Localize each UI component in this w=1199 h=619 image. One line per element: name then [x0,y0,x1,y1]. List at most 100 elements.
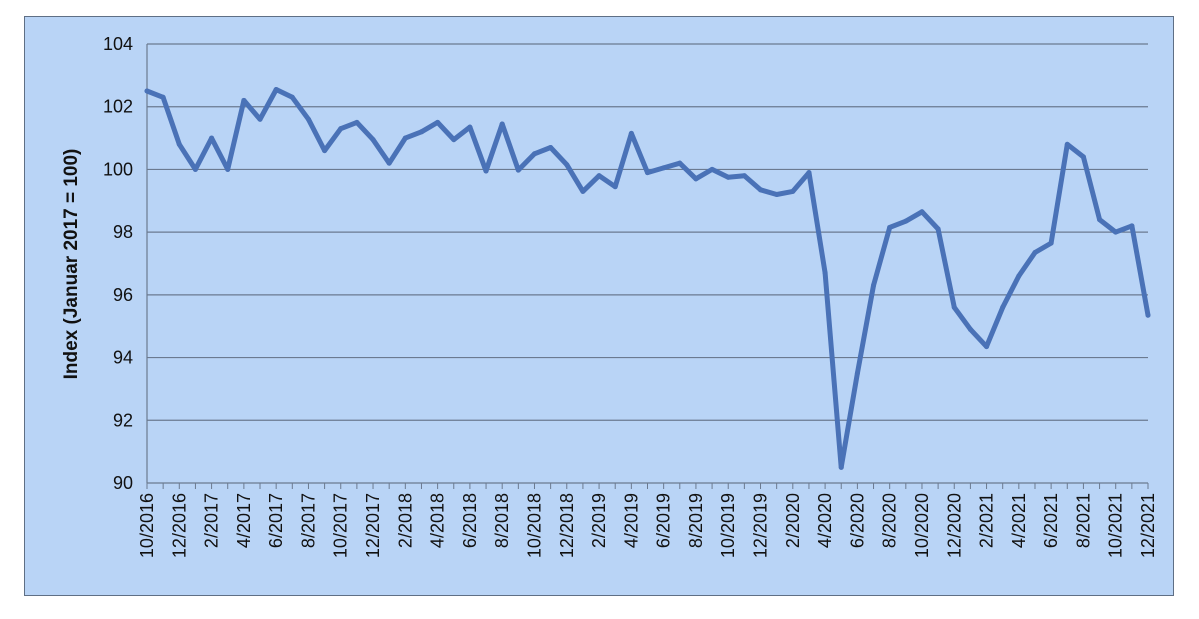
data-point [677,160,683,166]
data-point [338,126,344,132]
data-point [887,224,893,230]
x-tick-label: 8/2020 [880,493,900,548]
chart-frame [24,16,1174,596]
x-tick-label: 12/2017 [363,493,383,558]
data-point [806,170,812,176]
data-point [854,370,860,376]
x-tick-label: 6/2021 [1041,493,1061,548]
data-point [531,151,537,157]
x-tick-label: 6/2020 [847,493,867,548]
data-point [322,148,328,154]
data-point [564,162,570,168]
x-tick-label: 12/2020 [944,493,964,558]
data-point [257,116,263,122]
x-tick-label: 4/2021 [1009,493,1029,548]
x-tick-label: 4/2020 [815,493,835,548]
gridlines [146,43,1148,484]
x-tick-label: 10/2017 [331,493,351,558]
x-tick-label: 10/2016 [137,493,157,558]
data-point [1048,240,1054,246]
data-point [548,144,554,150]
x-tick-label: 6/2017 [266,493,286,548]
data-point [192,166,198,172]
y-tick-label: 100 [103,159,133,179]
data-point [467,124,473,130]
x-tick-label: 6/2018 [460,493,480,548]
x-tick-label: 6/2019 [654,493,674,548]
data-point [1032,250,1038,256]
data-point [483,168,489,174]
y-tick-label: 98 [113,222,133,242]
data-point [758,187,764,193]
x-tick-label: 2/2021 [977,493,997,548]
data-point [289,94,295,100]
data-point [499,121,505,127]
data-point [1000,304,1006,310]
x-tick-label: 4/2018 [428,493,448,548]
data-point [709,166,715,172]
x-tick-label: 2/2017 [202,493,222,548]
data-point [871,282,877,288]
data-point [790,188,796,194]
data-point [370,137,376,143]
y-tick-label: 102 [103,97,133,117]
y-tick-label: 90 [113,473,133,493]
data-point [354,119,360,125]
x-tick-label: 12/2021 [1138,493,1158,558]
data-point [919,209,925,215]
series-layer [144,86,1151,470]
data-point [273,86,279,92]
data-point [1129,223,1135,229]
x-tick-label: 10/2021 [1106,493,1126,558]
data-point [386,160,392,166]
data-point [1064,141,1070,147]
y-tick-label: 94 [113,348,133,368]
data-point [1016,273,1022,279]
data-point [984,344,990,350]
y-tick-label: 104 [103,34,133,54]
data-point [822,270,828,276]
data-point [967,326,973,332]
data-point [435,119,441,125]
x-tick-label: 4/2019 [621,493,641,548]
data-point [305,116,311,122]
x-tick-label: 12/2019 [751,493,771,558]
data-point [951,304,957,310]
data-point [1097,217,1103,223]
x-tick-label: 2/2018 [395,493,415,548]
data-point [645,170,650,176]
x-tick-label: 12/2018 [557,493,577,558]
data-point [935,226,941,232]
data-point [451,137,457,143]
data-point [1080,154,1086,160]
data-point [402,135,408,141]
data-point [209,135,215,141]
y-tick-label: 96 [113,285,133,305]
x-tick-label: 8/2018 [492,493,512,548]
x-tick-label: 2/2019 [589,493,609,548]
data-point [596,173,602,179]
x-tick-label: 8/2019 [686,493,706,548]
data-point [1113,229,1119,235]
data-point [144,88,150,94]
data-point [693,176,699,182]
data-point [628,130,634,136]
x-axis-ticks: 10/2016 12/2016 2/2017 4/2017 6/2017 8/2017 10… [137,483,1158,558]
y-axis-title: Index (Januar 2017 = 100) [61,149,82,380]
data-point [838,464,844,470]
y-axis-ticks: 90 92 94 96 98 100 102 104 [103,34,133,493]
data-point [1145,312,1151,318]
x-tick-label: 8/2021 [1073,493,1093,548]
data-point [661,165,667,171]
x-tick-label: 10/2020 [912,493,932,558]
series-line-0 [144,87,1151,470]
data-point [725,174,731,180]
x-tick-label: 10/2019 [718,493,738,558]
data-point [418,129,424,135]
data-point [580,188,586,194]
x-tick-label: 12/2016 [169,493,189,558]
y-tick-label: 92 [113,410,133,430]
x-tick-label: 2/2020 [783,493,803,548]
x-tick-label: 8/2017 [298,493,318,548]
